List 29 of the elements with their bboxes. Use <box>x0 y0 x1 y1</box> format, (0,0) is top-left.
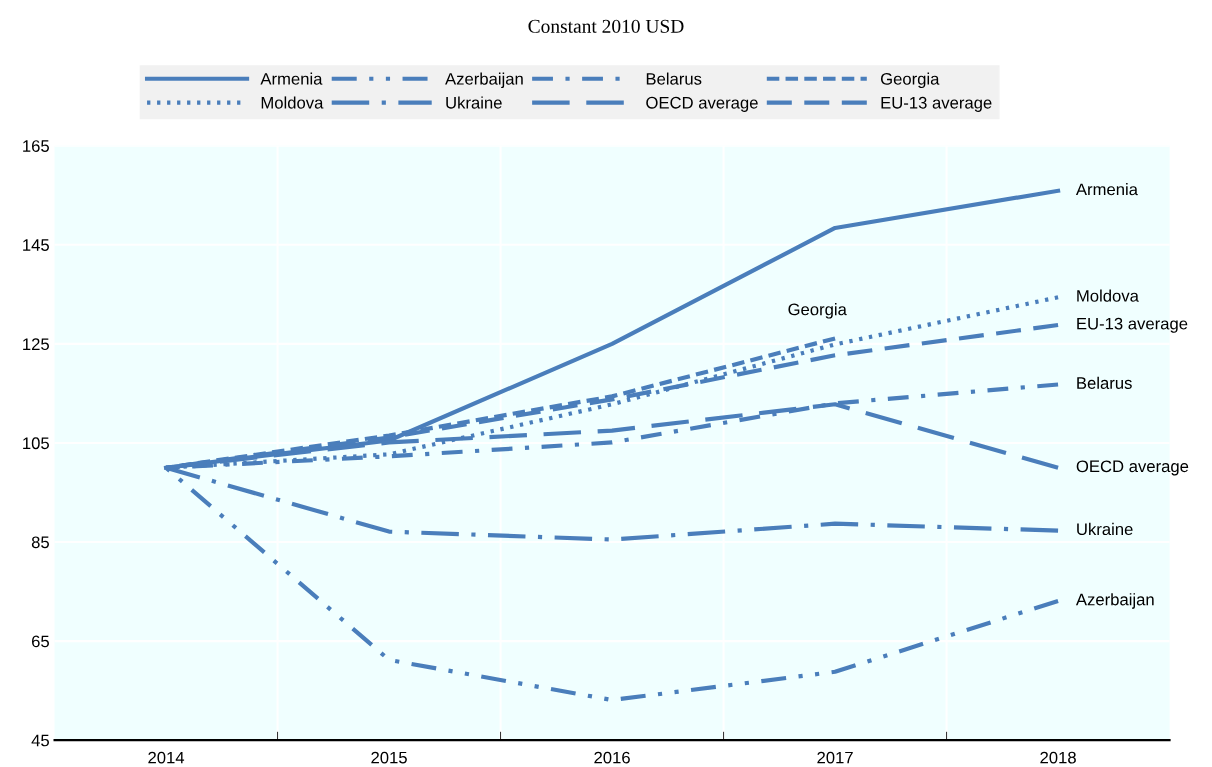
y-tick-label: 125 <box>23 338 49 351</box>
series-label: EU-13 average <box>1077 317 1188 333</box>
text: Ukraine <box>446 96 502 109</box>
text: OECD average <box>646 96 758 112</box>
series-label: Azerbaijan <box>1075 593 1154 609</box>
series-label: OECD average <box>1076 460 1189 476</box>
y-tick-label: 85 <box>31 536 49 549</box>
text: Moldova <box>261 96 324 109</box>
x-tick-label: 2014 <box>148 751 185 764</box>
chart-title: Constant 2010 USD <box>528 19 684 33</box>
text: Georgia <box>880 72 940 89</box>
y-tick-label: 65 <box>31 635 49 648</box>
series-label: Ukraine <box>1077 522 1133 536</box>
x-tick-label: 2015 <box>371 751 407 764</box>
y-tick-label: 105 <box>23 437 49 450</box>
text: Belarus <box>646 72 702 85</box>
series-label: Georgia <box>788 303 847 319</box>
y-tick-label: 45 <box>31 734 49 747</box>
text: Armenia <box>260 72 323 85</box>
x-tick-label: 2016 <box>594 751 630 764</box>
y-tick-label: 145 <box>23 239 49 251</box>
y-tick-label: 165 <box>23 140 49 152</box>
text: EU-13 average <box>881 96 992 112</box>
x-tick-label: 2017 <box>817 751 853 764</box>
x-tick-label: 2018 <box>1040 751 1076 764</box>
text: Azerbaijan <box>445 72 523 89</box>
series-label: Moldova <box>1077 289 1139 302</box>
series-label: Belarus <box>1077 376 1132 389</box>
series-label: Armenia <box>1075 183 1138 196</box>
